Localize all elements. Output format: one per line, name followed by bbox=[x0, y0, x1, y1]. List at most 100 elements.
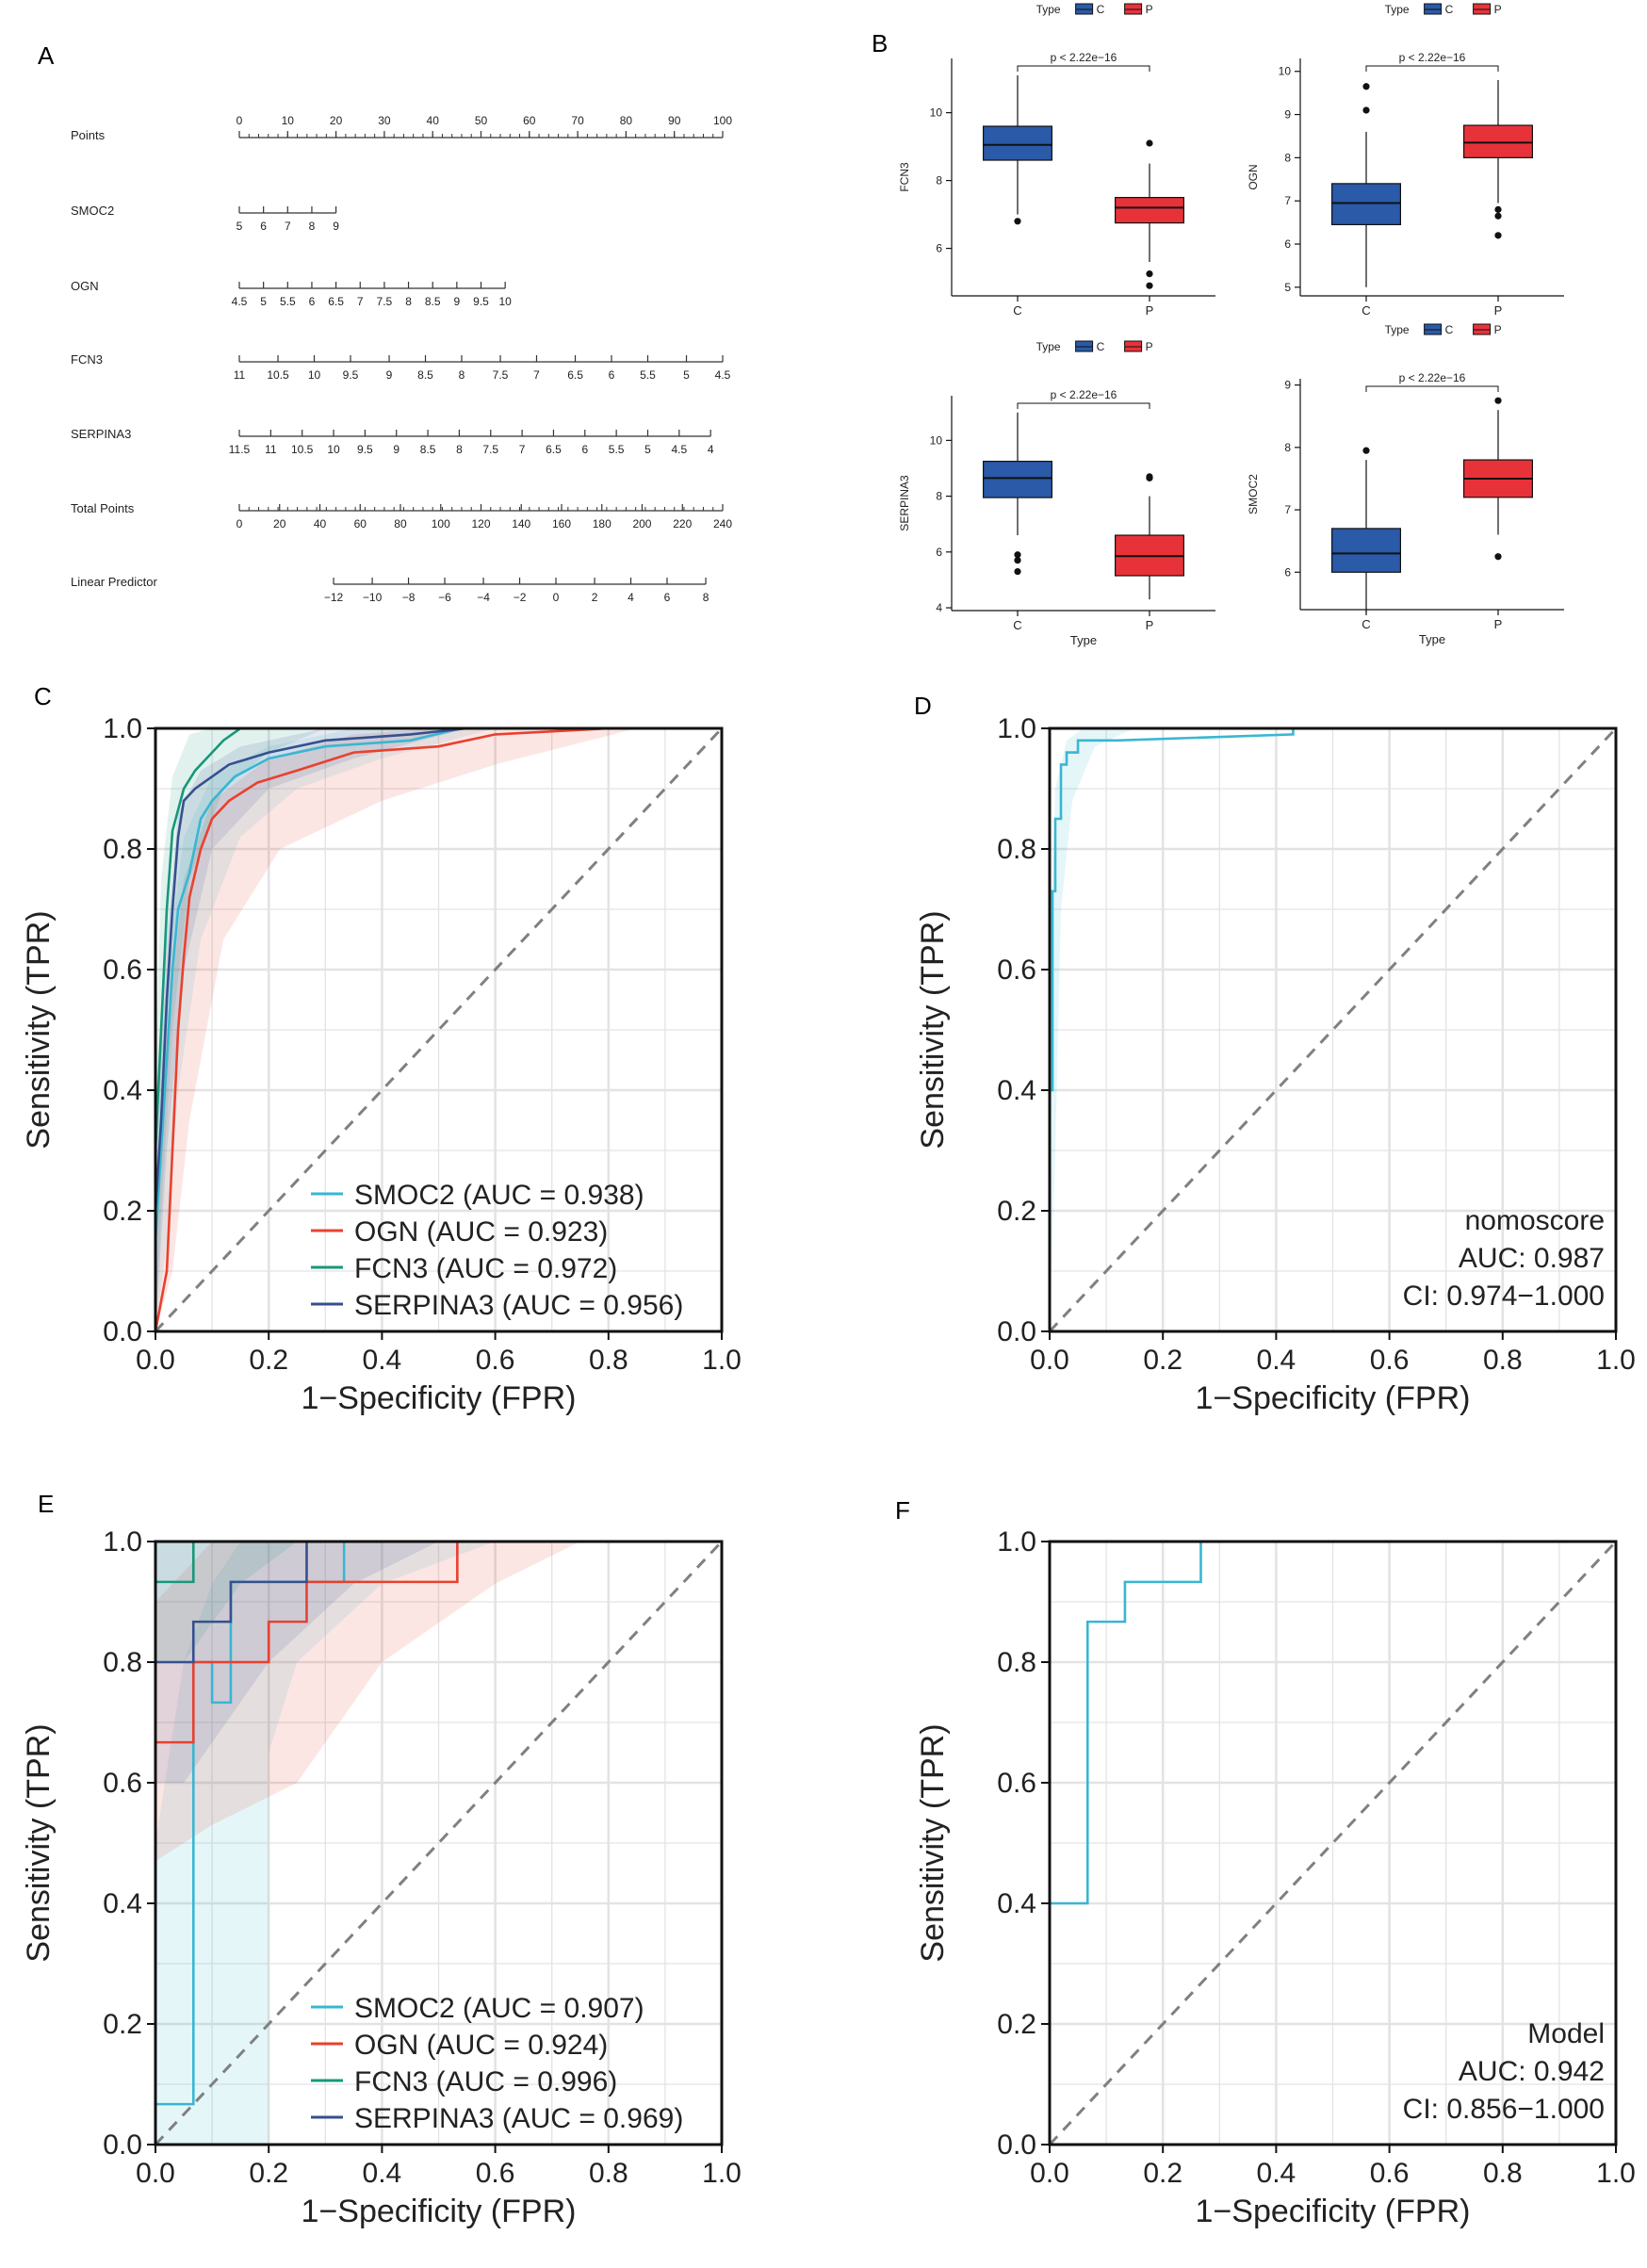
y-tick-label: 5 bbox=[1284, 281, 1291, 294]
x-tick-label: P bbox=[1146, 303, 1154, 318]
nomogram-tick-label: 8.5 bbox=[417, 368, 433, 382]
legend-label-p: P bbox=[1146, 340, 1153, 353]
auc-annotation: AUC: 0.987 bbox=[1459, 1243, 1605, 1274]
roc-curve-smoc2 bbox=[154, 1540, 722, 2145]
nomogram-tick-label: 0 bbox=[236, 517, 243, 530]
x-tick-label: 1.0 bbox=[1596, 1345, 1636, 1376]
box-c bbox=[1330, 528, 1401, 573]
nomogram-tick-label: 9.5 bbox=[473, 295, 489, 308]
x-tick-label: 0.4 bbox=[363, 1345, 402, 1376]
y-tick-label: 0.6 bbox=[103, 1768, 142, 1799]
legend-title: Type bbox=[1385, 323, 1410, 336]
nomogram-tick-label: 7.5 bbox=[493, 368, 509, 382]
roc-panel-f: 0.00.0 0.2 0.2 0.4 0.4 0.6 0.6 0.8 0.8 1.0 1.0 1−Sp… bbox=[915, 1526, 1636, 2229]
outlier-point bbox=[1146, 139, 1153, 147]
y-tick-label: 0.6 bbox=[103, 955, 142, 986]
box-p bbox=[1114, 197, 1184, 224]
x-tick-label: 0.4 bbox=[363, 2158, 402, 2189]
y-tick-label: 4 bbox=[936, 601, 942, 614]
x-tick-label: C bbox=[1362, 303, 1370, 318]
y-tick-label: 0.4 bbox=[997, 1888, 1036, 1919]
x-tick-label: 0.6 bbox=[476, 1345, 515, 1376]
x-tick-label: C bbox=[1013, 303, 1021, 318]
y-tick-label: 0.0 bbox=[997, 1316, 1036, 1347]
legend-label-smoc2: SMOC2 (AUC = 0.938) bbox=[354, 1180, 644, 1211]
box-c bbox=[982, 125, 1052, 161]
y-tick-label: 0.0 bbox=[103, 2129, 142, 2161]
x-tick-label: P bbox=[1494, 303, 1503, 318]
nomogram-tick-label: 6 bbox=[260, 220, 267, 233]
auc-annotation: CI: 0.856−1.000 bbox=[1403, 2094, 1605, 2125]
nomogram-tick-label: 9 bbox=[454, 295, 461, 308]
legend-label-p: P bbox=[1494, 3, 1502, 16]
x-tick-label: 0.0 bbox=[1030, 1345, 1069, 1376]
y-tick-label: 8 bbox=[936, 174, 942, 188]
nomogram-tick-label: 40 bbox=[427, 114, 440, 127]
y-tick-label: 10 bbox=[1279, 65, 1292, 78]
nomogram-tick-label: 6.5 bbox=[567, 368, 583, 382]
outlier-point bbox=[1014, 551, 1021, 559]
y-tick-label: 1.0 bbox=[997, 713, 1036, 744]
nomogram-tick-label: 9 bbox=[386, 368, 393, 382]
nomogram-row-label: OGN bbox=[71, 279, 99, 293]
nomogram-tick-label: 8.5 bbox=[420, 443, 436, 456]
y-tick-label: 0.4 bbox=[103, 1075, 142, 1106]
legend-label-ogn: OGN (AUC = 0.923) bbox=[354, 1216, 608, 1248]
nomogram-tick-label: 6 bbox=[664, 591, 671, 604]
legend-label-serpina3: SERPINA3 (AUC = 0.956) bbox=[354, 1290, 683, 1321]
x-axis-label: 1−Specificity (FPR) bbox=[1196, 2194, 1471, 2229]
nomogram-tick-label: 6.5 bbox=[546, 443, 562, 456]
y-tick-label: 6 bbox=[1284, 565, 1291, 579]
nomogram-tick-label: 6 bbox=[309, 295, 316, 308]
nomogram-tick-label: 90 bbox=[668, 114, 681, 127]
roc-panel-e: 0.00.0 0.2 0.2 0.4 0.4 0.6 0.6 0.8 0.8 1.0 1.0 1−Sp… bbox=[21, 1526, 742, 2229]
x-tick-label: 0.8 bbox=[589, 1345, 628, 1376]
nomogram-tick-label: 70 bbox=[571, 114, 584, 127]
nomogram-tick-label: 5 bbox=[683, 368, 690, 382]
legend-label-fcn3: FCN3 (AUC = 0.972) bbox=[354, 1253, 617, 1284]
boxplot-smoc2: Type C Pp < 2.22e−16 6 7 8 9 SMOC2 C P Type bbox=[1247, 323, 1564, 646]
x-tick-label: P bbox=[1146, 618, 1154, 632]
nomogram-tick-label: 7 bbox=[519, 443, 526, 456]
y-axis-label: FCN3 bbox=[898, 162, 911, 192]
pvalue-bracket bbox=[1017, 65, 1150, 72]
outlier-point bbox=[1362, 106, 1370, 114]
legend-label-p: P bbox=[1494, 323, 1502, 336]
roc-curve-serpina3 bbox=[154, 726, 722, 1331]
boxplot-serpina3: Type C Pp < 2.22e−16 4 6 8 10 SERPINA3 C P Type bbox=[898, 340, 1215, 647]
nomogram-tick-label: 180 bbox=[593, 517, 612, 530]
panel-label-f: F bbox=[895, 1496, 910, 1525]
y-tick-label: 0.4 bbox=[103, 1888, 142, 1919]
nomogram-tick-label: 5 bbox=[644, 443, 651, 456]
plot-frame bbox=[154, 726, 724, 1333]
panel-label-c: C bbox=[34, 682, 52, 710]
x-tick-label: 0.8 bbox=[1483, 1345, 1523, 1376]
nomogram-tick-label: 80 bbox=[620, 114, 633, 127]
outlier-point bbox=[1362, 83, 1370, 90]
y-tick-label: 6 bbox=[936, 242, 942, 255]
nomogram-tick-label: 220 bbox=[673, 517, 692, 530]
x-tick-label: 0.6 bbox=[476, 2158, 515, 2189]
x-axis-label: Type bbox=[1070, 633, 1097, 647]
panel-label-d: D bbox=[914, 692, 932, 720]
auc-annotation: Model bbox=[1527, 2018, 1605, 2049]
nomogram-tick-label: 5 bbox=[260, 295, 267, 308]
x-tick-label: 0.2 bbox=[249, 1345, 288, 1376]
x-tick-label: 1.0 bbox=[702, 1345, 742, 1376]
nomogram-tick-label: 5.5 bbox=[640, 368, 656, 382]
nomogram-tick-label: 8 bbox=[703, 591, 709, 604]
ci-band-fcn3 bbox=[155, 1542, 298, 1662]
y-tick-label: 7 bbox=[1284, 194, 1291, 207]
nomogram-tick-label: 8 bbox=[405, 295, 412, 308]
y-tick-label: 0.8 bbox=[103, 1647, 142, 1678]
y-axis-label: Sensitivity (TPR) bbox=[915, 910, 951, 1149]
nomogram-tick-label: −10 bbox=[363, 591, 383, 604]
nomogram-tick-label: 100 bbox=[432, 517, 450, 530]
auc-annotation: CI: 0.974−1.000 bbox=[1403, 1281, 1605, 1312]
y-tick-label: 0.2 bbox=[997, 2009, 1036, 2040]
legend-label-ogn: OGN (AUC = 0.924) bbox=[354, 2030, 608, 2061]
legend-label-c: C bbox=[1445, 3, 1454, 16]
x-tick-label: 0.2 bbox=[249, 2158, 288, 2189]
y-tick-label: 0.8 bbox=[103, 834, 142, 865]
x-tick-label: 0.4 bbox=[1257, 1345, 1296, 1376]
